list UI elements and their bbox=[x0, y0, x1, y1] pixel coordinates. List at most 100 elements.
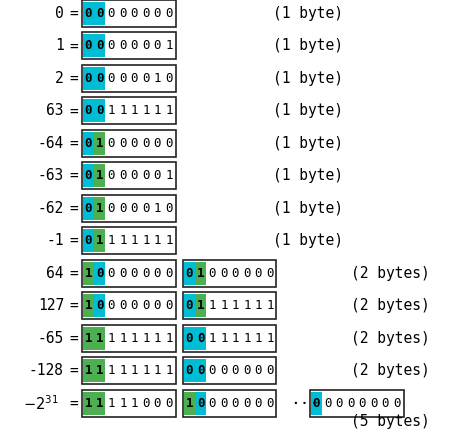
Text: 0: 0 bbox=[165, 202, 173, 215]
Bar bbox=[182, 260, 276, 287]
Text: 0: 0 bbox=[84, 39, 92, 53]
Text: (2 bytes): (2 bytes) bbox=[351, 331, 429, 346]
Text: 1: 1 bbox=[84, 299, 92, 312]
Text: 0: 0 bbox=[209, 364, 216, 377]
Text: 0: 0 bbox=[370, 396, 378, 410]
Text: 0: 0 bbox=[232, 396, 239, 410]
Text: 1: 1 bbox=[119, 234, 127, 247]
Bar bbox=[182, 390, 276, 417]
Text: (1 byte): (1 byte) bbox=[273, 103, 343, 118]
Text: 64: 64 bbox=[46, 266, 64, 281]
Text: 0: 0 bbox=[96, 7, 103, 20]
Text: 1: 1 bbox=[255, 332, 262, 345]
Bar bbox=[184, 262, 194, 285]
Text: -128: -128 bbox=[29, 363, 64, 378]
Text: 1: 1 bbox=[131, 104, 138, 117]
Bar bbox=[94, 262, 105, 285]
Bar bbox=[82, 162, 175, 189]
Text: =: = bbox=[69, 38, 78, 53]
Text: 0: 0 bbox=[393, 396, 401, 410]
Bar bbox=[82, 325, 175, 352]
Text: 0: 0 bbox=[197, 364, 204, 377]
Text: (5 bytes): (5 bytes) bbox=[351, 413, 429, 429]
Text: 0: 0 bbox=[142, 72, 150, 85]
Text: 0: 0 bbox=[84, 169, 92, 182]
Bar bbox=[182, 357, 276, 384]
Text: 1: 1 bbox=[119, 104, 127, 117]
Bar bbox=[83, 197, 93, 220]
Bar bbox=[184, 327, 194, 350]
Text: 0: 0 bbox=[84, 137, 92, 150]
Text: 1: 1 bbox=[131, 364, 138, 377]
Text: 0: 0 bbox=[220, 396, 228, 410]
Text: 0: 0 bbox=[84, 202, 92, 215]
Bar bbox=[83, 327, 93, 350]
Text: 0: 0 bbox=[108, 169, 115, 182]
Bar bbox=[195, 327, 206, 350]
Text: 0: 0 bbox=[84, 104, 92, 117]
Text: 1: 1 bbox=[108, 104, 115, 117]
Text: 0: 0 bbox=[266, 364, 273, 377]
Bar bbox=[82, 260, 175, 287]
Text: 0: 0 bbox=[359, 396, 366, 410]
Text: 1: 1 bbox=[185, 396, 193, 410]
Bar bbox=[94, 294, 105, 317]
Text: 1: 1 bbox=[165, 104, 173, 117]
Bar bbox=[83, 262, 93, 285]
Text: 1: 1 bbox=[154, 202, 161, 215]
Text: 0: 0 bbox=[131, 137, 138, 150]
Bar bbox=[83, 229, 93, 252]
Text: 0: 0 bbox=[142, 169, 150, 182]
Text: 1: 1 bbox=[96, 396, 103, 410]
Text: 0: 0 bbox=[119, 267, 127, 280]
Text: 1: 1 bbox=[84, 267, 92, 280]
Text: (2 bytes): (2 bytes) bbox=[351, 266, 429, 281]
Bar bbox=[195, 359, 206, 382]
Text: 1: 1 bbox=[96, 202, 103, 215]
Text: 0: 0 bbox=[255, 364, 262, 377]
Text: 1: 1 bbox=[84, 396, 92, 410]
Text: 0: 0 bbox=[119, 169, 127, 182]
Text: 0: 0 bbox=[165, 396, 173, 410]
Text: $-2^{31}$: $-2^{31}$ bbox=[23, 394, 58, 413]
Text: 0: 0 bbox=[154, 39, 161, 53]
Bar bbox=[94, 392, 105, 415]
Text: 0: 0 bbox=[209, 396, 216, 410]
Text: 1: 1 bbox=[96, 332, 103, 345]
Text: =: = bbox=[69, 6, 78, 21]
Text: 2: 2 bbox=[55, 71, 64, 86]
Text: 0: 0 bbox=[55, 6, 64, 21]
Text: 0: 0 bbox=[96, 72, 103, 85]
Bar bbox=[94, 327, 105, 350]
Text: 0: 0 bbox=[96, 39, 103, 53]
Bar bbox=[94, 2, 105, 25]
Bar bbox=[82, 130, 175, 157]
Text: =: = bbox=[69, 168, 78, 183]
Text: 1: 1 bbox=[232, 332, 239, 345]
Text: 0: 0 bbox=[232, 267, 239, 280]
Bar bbox=[83, 34, 93, 57]
Text: 0: 0 bbox=[165, 267, 173, 280]
Text: 1: 1 bbox=[165, 169, 173, 182]
Text: 0: 0 bbox=[154, 7, 161, 20]
Text: 1: 1 bbox=[142, 104, 150, 117]
Bar bbox=[83, 164, 93, 187]
Bar bbox=[94, 164, 105, 187]
Text: 0: 0 bbox=[131, 202, 138, 215]
Text: 0: 0 bbox=[154, 299, 161, 312]
Bar bbox=[195, 262, 206, 285]
Text: 1: 1 bbox=[142, 332, 150, 345]
Text: 0: 0 bbox=[108, 7, 115, 20]
Bar bbox=[82, 65, 175, 92]
Text: (2 bytes): (2 bytes) bbox=[351, 298, 429, 313]
Text: 1: 1 bbox=[119, 396, 127, 410]
Bar bbox=[83, 359, 93, 382]
Text: 0: 0 bbox=[185, 267, 193, 280]
Text: =: = bbox=[69, 396, 78, 411]
Text: 1: 1 bbox=[108, 364, 115, 377]
Text: 1: 1 bbox=[165, 39, 173, 53]
Text: 1: 1 bbox=[154, 234, 161, 247]
Text: 0: 0 bbox=[185, 299, 193, 312]
Text: 0: 0 bbox=[347, 396, 355, 410]
Text: 63: 63 bbox=[46, 103, 64, 118]
